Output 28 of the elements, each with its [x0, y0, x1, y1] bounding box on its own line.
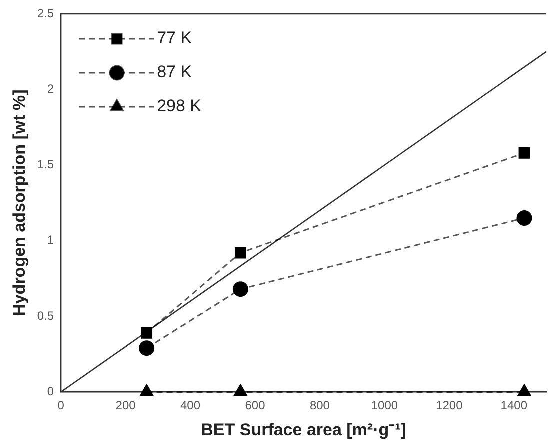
x-tick-label: 800	[310, 398, 330, 413]
y-tick-label: 2	[47, 82, 54, 96]
x-tick-label: 200	[116, 398, 136, 413]
legend-label: 87 K	[157, 62, 193, 82]
x-tick-label: 600	[245, 398, 266, 413]
x-tick-label: 0	[58, 398, 65, 413]
y-tick-label: 0.5	[37, 308, 54, 323]
y-tick-label: 2.5	[37, 6, 54, 20]
point	[518, 384, 532, 396]
x-tick-label: 1200	[436, 398, 464, 413]
point	[516, 210, 532, 226]
x-tick-label: 1000	[371, 398, 398, 413]
y-tick-label: 1.5	[37, 158, 54, 172]
point	[518, 147, 530, 159]
y-tick-label: 0	[47, 384, 54, 399]
y-tick-label: 1	[47, 233, 54, 248]
legend-label: 298 K	[157, 96, 202, 116]
x-tick-label: 400	[180, 398, 201, 413]
x-axis-title: BET Surface area [m²·g⁻¹]	[201, 420, 406, 440]
x-tick-label: 1400	[500, 398, 528, 413]
point	[139, 340, 155, 356]
point	[140, 384, 154, 396]
point	[234, 247, 246, 259]
point	[232, 282, 248, 298]
y-axis-title: Hydrogen adsorption [wt %]	[10, 90, 29, 316]
legend-label: 77 K	[157, 28, 193, 48]
point	[234, 384, 248, 396]
point	[141, 328, 153, 339]
